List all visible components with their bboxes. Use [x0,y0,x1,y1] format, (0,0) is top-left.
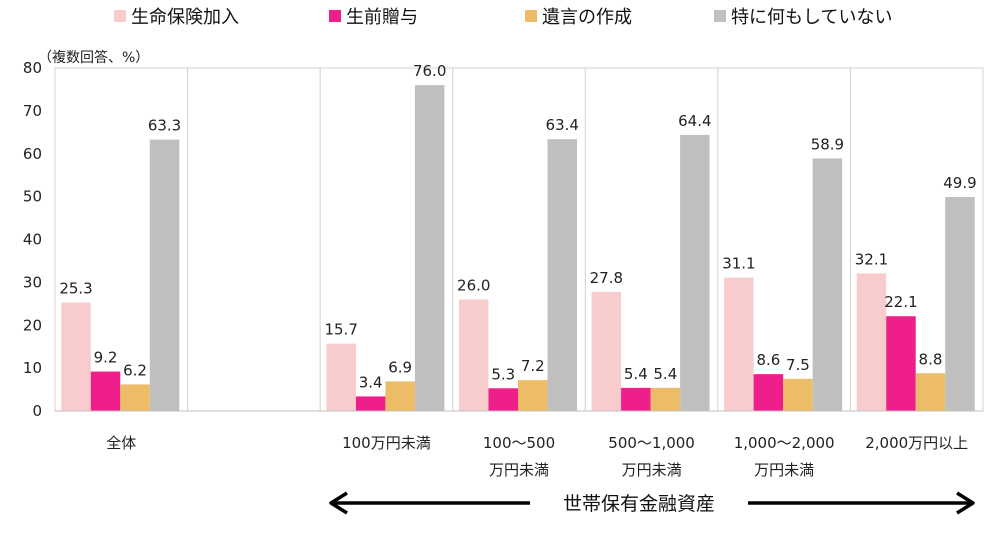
legend-swatch [329,10,341,22]
data-label: 64.4 [678,112,711,130]
data-label: 7.2 [521,357,545,375]
legend-swatch [714,10,726,22]
legend-label: 生命保険加入 [131,7,239,28]
data-label: 76.0 [413,62,446,80]
bar [518,380,548,411]
range-arrow-left-head [329,491,348,515]
bar [591,291,622,411]
x-tick-label: 万円未満 [754,461,814,479]
legend-swatch [114,10,126,22]
data-label: 6.9 [388,358,412,376]
bar [945,197,975,411]
data-label: 63.4 [546,116,579,134]
bar [621,387,651,411]
data-label: 5.4 [653,365,677,383]
legend-label: 生前贈与 [346,7,418,28]
legend-label: 遺言の作成 [542,7,632,28]
bar [326,343,356,411]
y-tick-label: 60 [23,145,42,163]
bar [812,158,843,411]
data-label: 15.7 [324,321,357,339]
plot-area: 0 10 20 30 40 50 60 70 80 25.3 15.7 26.0 27.8 31.1 32.… [23,59,984,479]
x-tick-label: 万円未満 [489,461,549,479]
y-tick-label: 40 [23,231,42,249]
y-tick-label: 0 [32,402,42,420]
data-label: 26.0 [457,277,490,295]
bar [414,85,445,412]
data-label: 5.3 [491,365,515,383]
legend-swatch [525,10,537,22]
data-label: 63.3 [148,117,181,135]
legend: 生命保険加入 生前贈与 遺言の作成 特に何もしていない [114,7,892,28]
x-tick-label: 万円未満 [622,461,682,479]
unit-label: （複数回答、%） [38,49,149,66]
bar [90,371,121,411]
bar [724,277,754,411]
bar [915,373,946,411]
data-label: 5.4 [624,365,648,383]
bar [61,302,91,411]
y-tick-label: 70 [23,102,42,120]
y-tick-label: 20 [23,316,42,334]
data-label: 31.1 [722,255,755,273]
bar [355,396,386,411]
bar [488,388,518,411]
bar [459,299,489,411]
range-label: 世帯保有金融資産 [563,493,715,515]
data-label: 6.2 [123,361,147,379]
data-label: 22.1 [884,293,917,311]
data-label: 25.3 [59,280,92,298]
data-label: 58.9 [811,135,844,153]
data-label: 3.4 [359,373,383,391]
data-label: 7.5 [786,356,810,374]
legend-label: 特に何もしていない [731,7,892,28]
y-tick-label: 80 [23,59,42,77]
range-arrow-right-head [956,491,975,515]
x-tick-label: 100～500 [483,434,555,452]
data-label: 8.6 [756,351,780,369]
data-label: 27.8 [590,269,623,287]
bar [547,139,577,412]
x-tick-label: 500～1,000 [608,434,695,452]
bar [650,387,681,411]
x-tick-label: 100万円未満 [342,434,431,452]
y-tick-label: 30 [23,273,42,291]
bar [783,378,813,411]
range-indicator: 世帯保有金融資産 [329,491,975,515]
data-label: 49.9 [943,174,976,192]
y-tick-label: 50 [23,188,42,206]
x-tick-label: 2,000万円以上 [865,434,968,452]
bar [886,316,916,411]
bar [753,374,784,411]
y-tick-label: 10 [23,359,42,377]
x-tick-label: 全体 [106,434,136,452]
bar [120,384,150,411]
data-label: 32.1 [855,250,888,268]
data-label: 9.2 [94,349,118,367]
bar [680,134,710,411]
bar [385,381,415,411]
plot-frame [54,67,984,412]
bar [856,273,887,411]
data-label: 8.8 [919,350,943,368]
x-tick-label: 1,000～2,000 [734,434,835,452]
bar [149,139,180,411]
